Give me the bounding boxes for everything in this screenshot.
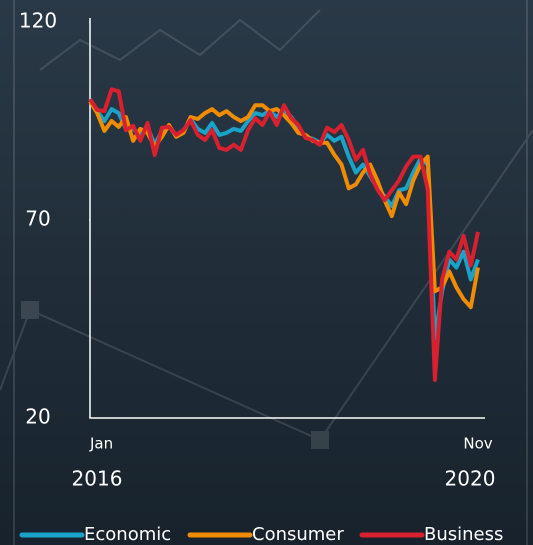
chart: 20 70 120 Jan 2016 Nov 2020 Economic Consumer Bus… <box>0 0 533 545</box>
x-tick-label: Jan <box>89 435 113 453</box>
legend-label: Economic <box>84 524 171 545</box>
background <box>0 0 533 545</box>
legend-label: Consumer <box>252 524 344 545</box>
y-tick-label: 120 <box>19 9 57 33</box>
y-tick-label: 20 <box>25 405 50 429</box>
x-tick-label: 2020 <box>445 467 496 491</box>
x-tick-label: Nov <box>463 435 492 453</box>
legend-label: Business <box>424 524 503 545</box>
y-tick-label: 70 <box>25 207 50 231</box>
x-tick-label: 2016 <box>72 467 123 491</box>
